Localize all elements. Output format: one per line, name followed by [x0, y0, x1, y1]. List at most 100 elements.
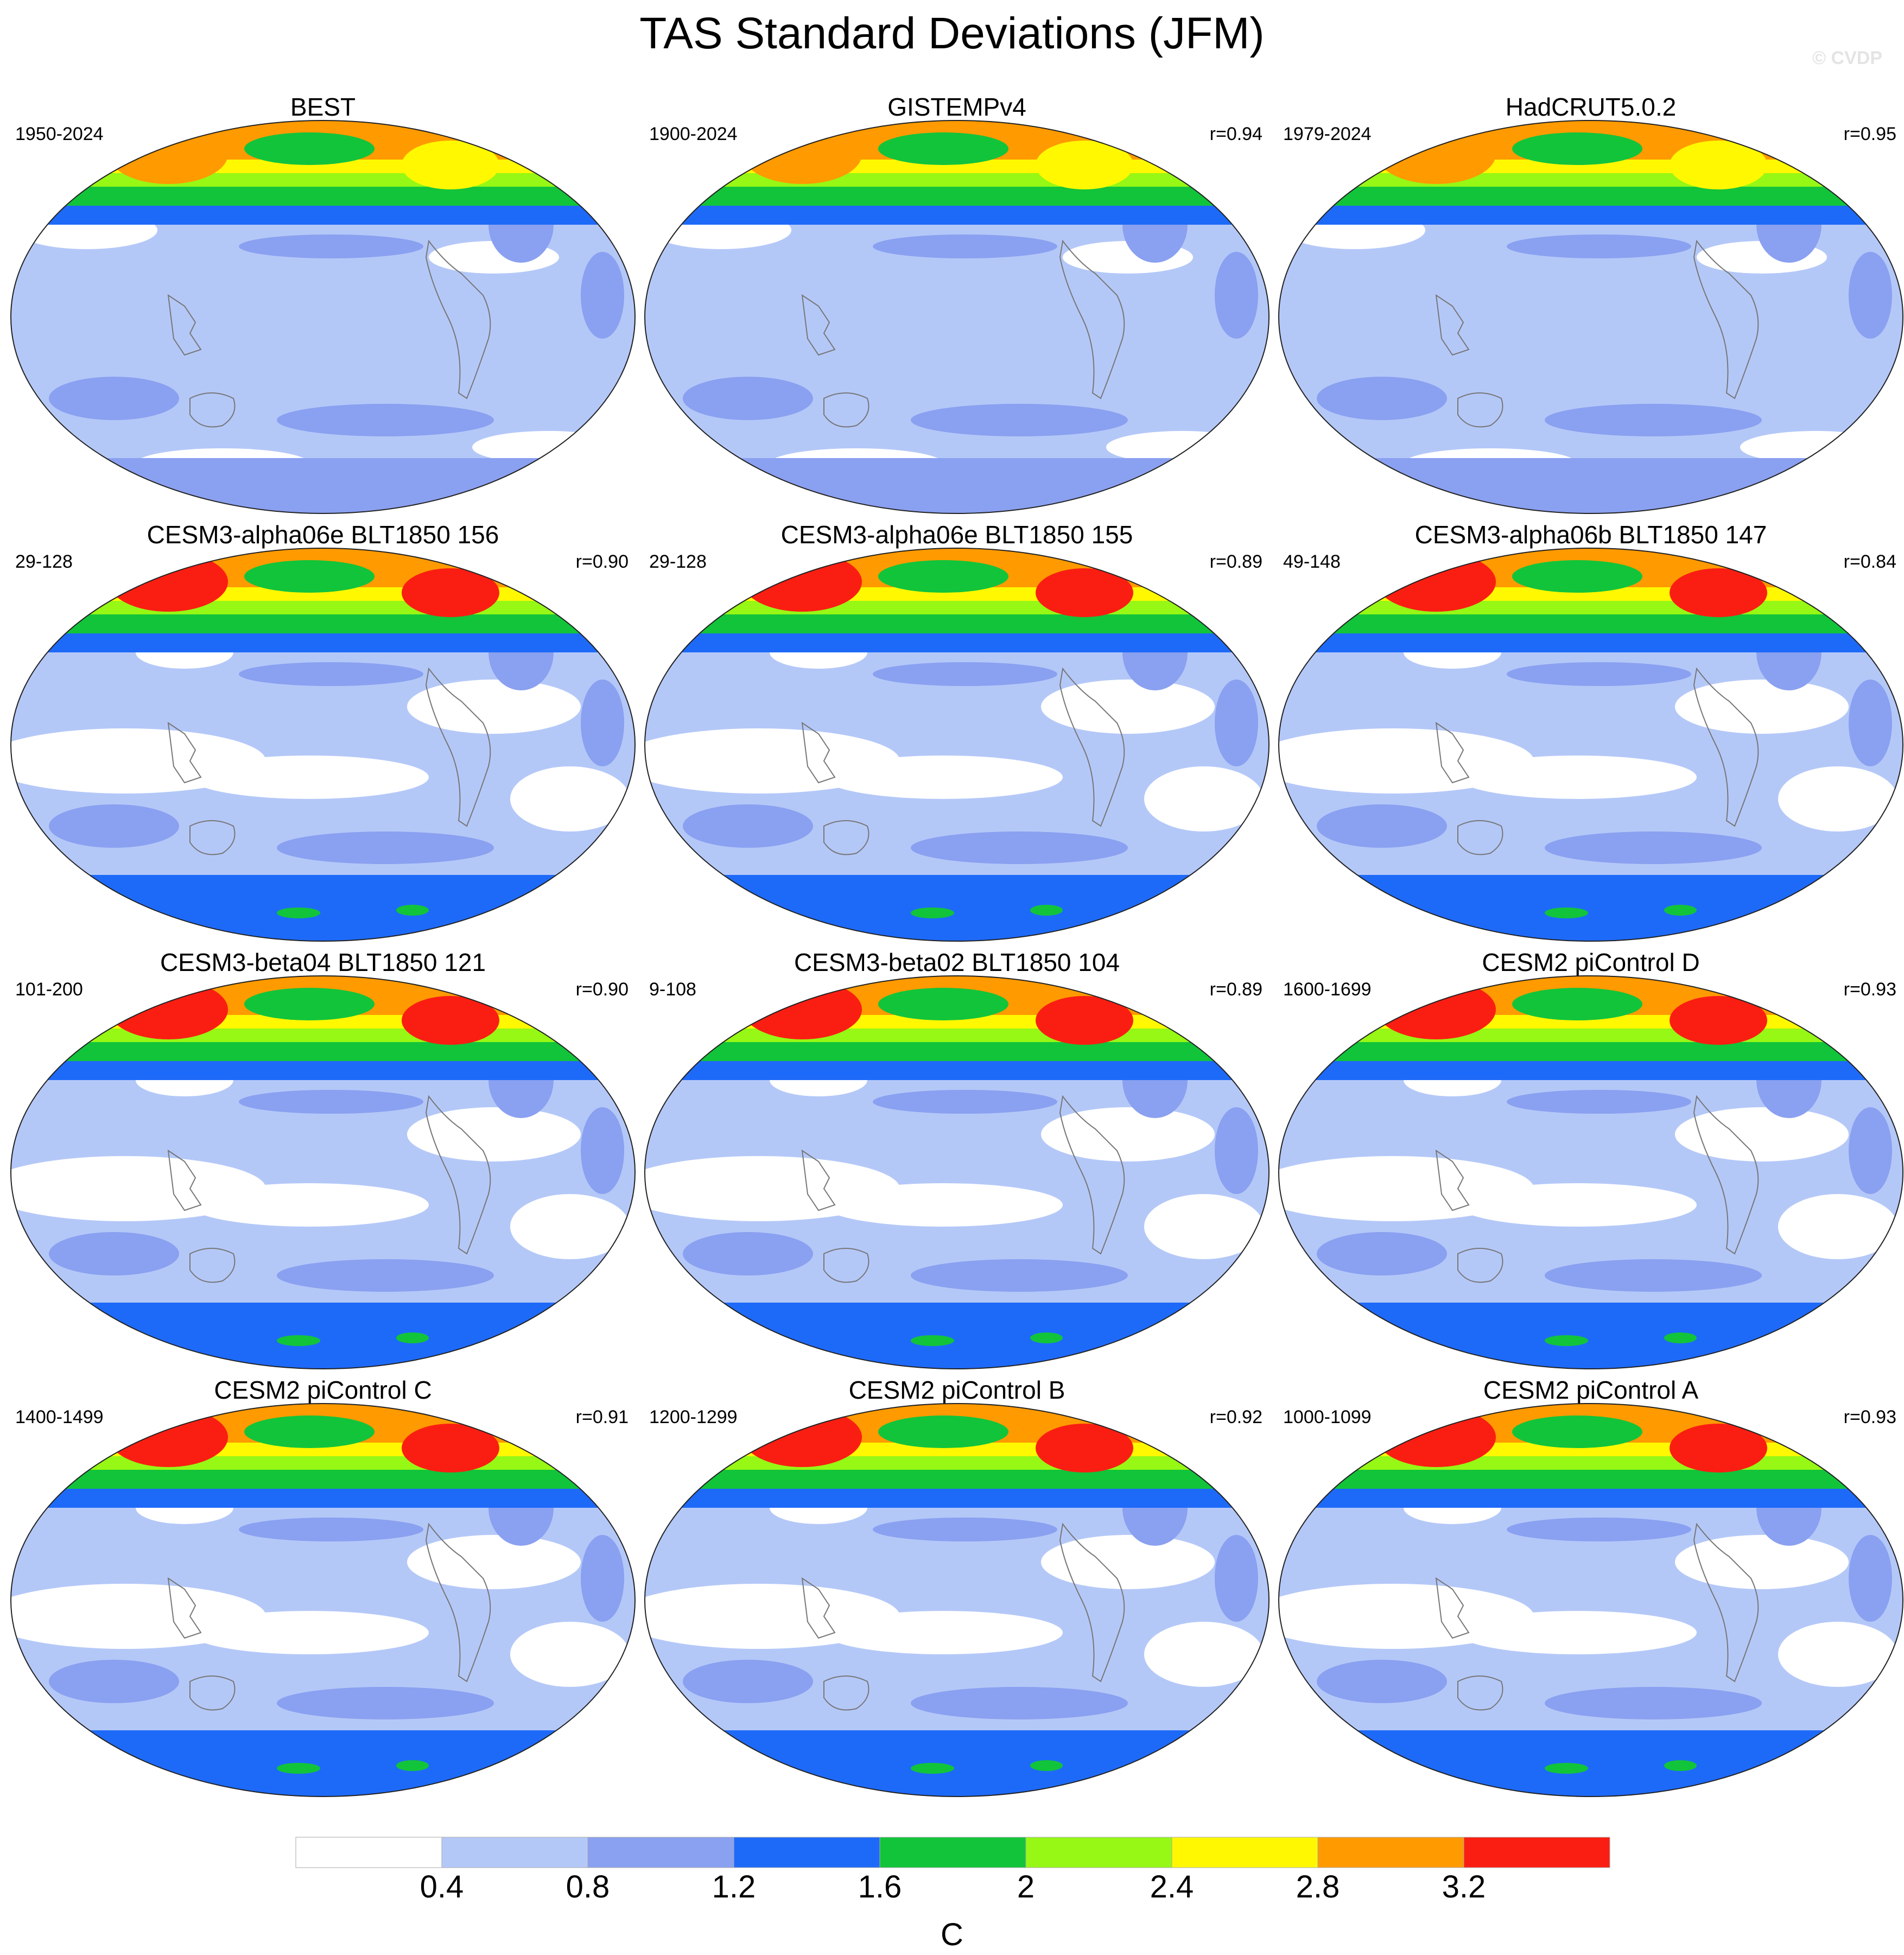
map-panel: CESM2 piControl C 1400-1499 r=0.91 — [5, 1375, 640, 1801]
coastline — [189, 1248, 236, 1283]
coastline — [167, 1149, 202, 1211]
colorbar-swatch — [587, 1837, 734, 1868]
panel-years: 1900-2024 — [649, 124, 738, 144]
colorbar-swatch — [1463, 1837, 1610, 1868]
coastline — [1693, 667, 1759, 827]
map-panel: CESM2 piControl D 1600-1699 r=0.93 — [1273, 948, 1904, 1374]
panel-title: CESM2 piControl B — [848, 1376, 1065, 1404]
low-variability-region — [1041, 1107, 1215, 1161]
global-map — [10, 1403, 636, 1797]
high-variability-region — [1670, 1424, 1767, 1472]
global-map — [1278, 1403, 1903, 1797]
global-map — [644, 975, 1270, 1369]
global-map — [10, 548, 636, 942]
arctic-region — [1512, 1416, 1642, 1448]
arctic-region — [878, 1416, 1008, 1448]
antarctic-patch — [911, 1335, 954, 1346]
arctic-region — [244, 988, 375, 1020]
arctic-region — [244, 560, 375, 593]
panel-correlation: r=0.93 — [1843, 979, 1896, 1000]
map-outline — [1278, 1403, 1903, 1797]
panel-years: 1000-1099 — [1283, 1407, 1372, 1427]
colorbar-tick-label: 0.4 — [420, 1869, 464, 1905]
map-outline — [1278, 120, 1903, 514]
low-variability-region — [1458, 1183, 1697, 1227]
panel-correlation: r=0.91 — [575, 1407, 629, 1427]
coastline — [801, 721, 836, 784]
moderate-variability-region — [1545, 1687, 1762, 1719]
coastline — [1693, 1095, 1759, 1255]
antarctic-patch — [911, 907, 954, 918]
antarctic-band — [645, 1303, 1269, 1369]
arctic-region — [1512, 560, 1642, 593]
moderate-variability-region — [239, 1518, 423, 1541]
moderate-variability-region — [683, 377, 813, 420]
coastline — [1059, 239, 1125, 399]
antarctic-patch — [911, 1763, 954, 1774]
antarctic-band — [1279, 1303, 1903, 1369]
moderate-variability-region — [49, 1232, 179, 1275]
map-field — [11, 1404, 635, 1797]
moderate-variability-region — [1545, 831, 1762, 864]
coastline — [1435, 1577, 1470, 1639]
moderate-variability-region — [1545, 1259, 1762, 1292]
map-panel: CESM3-alpha06e BLT1850 156 29-128 r=0.90 — [5, 520, 640, 946]
antarctic-band — [1279, 458, 1903, 513]
low-variability-region — [407, 1107, 581, 1161]
coastline — [167, 294, 202, 356]
coastline — [1435, 1149, 1470, 1211]
coastline — [1693, 239, 1759, 399]
colorbar-swatch — [1171, 1837, 1318, 1868]
colorbar-swatch — [733, 1837, 880, 1868]
moderate-variability-region — [683, 804, 813, 848]
map-field — [645, 1404, 1269, 1797]
panel-years: 29-128 — [15, 551, 73, 572]
coastline — [189, 820, 236, 855]
antarctic-patch — [1545, 907, 1588, 918]
coastline — [1059, 667, 1125, 827]
coastline — [425, 239, 491, 399]
low-variability-region — [1675, 680, 1849, 734]
map-outline — [10, 120, 636, 514]
antarctic-band — [645, 458, 1269, 513]
moderate-variability-region — [911, 404, 1128, 436]
low-variability-region — [407, 680, 581, 734]
colorbar-swatch — [1317, 1837, 1464, 1868]
map-panel: CESM2 piControl B 1200-1299 r=0.92 — [639, 1375, 1274, 1801]
arctic-region — [244, 132, 375, 165]
map-panel: CESM3-beta04 BLT1850 121 101-200 r=0.90 — [5, 948, 640, 1374]
panel-title: CESM3-beta02 BLT1850 104 — [794, 948, 1120, 976]
low-variability-region — [824, 1183, 1063, 1227]
panel-correlation: r=0.95 — [1843, 124, 1896, 144]
moderate-variability-region — [581, 252, 624, 339]
high-variability-region — [1036, 996, 1133, 1045]
low-variability-region — [824, 1611, 1063, 1654]
antarctic-band — [11, 875, 635, 941]
low-variability-region — [1144, 766, 1264, 831]
low-variability-region — [510, 1622, 630, 1687]
map-field — [11, 120, 635, 513]
panel-title: CESM3-beta04 BLT1850 121 — [160, 948, 486, 976]
panel-title: HadCRUT5.0.2 — [1505, 93, 1677, 121]
map-field — [645, 976, 1269, 1369]
panel-correlation: r=0.84 — [1843, 551, 1896, 572]
antarctic-patch — [1664, 905, 1697, 916]
moderate-variability-region — [1215, 252, 1258, 339]
coastline — [1059, 1095, 1125, 1255]
global-map — [1278, 548, 1903, 942]
panel-years: 9-108 — [649, 979, 696, 1000]
low-variability-region — [824, 756, 1063, 799]
high-variability-region — [1036, 568, 1133, 617]
colorbar-tick-label: 1.6 — [858, 1869, 902, 1905]
map-panel: BEST 1950-2024 — [5, 92, 640, 518]
moderate-variability-region — [873, 662, 1057, 686]
moderate-variability-region — [1545, 404, 1762, 436]
panel-correlation: r=0.94 — [1209, 124, 1262, 144]
arctic-region — [878, 988, 1008, 1020]
moderate-variability-region — [1317, 1232, 1447, 1275]
moderate-variability-region — [49, 804, 179, 848]
arctic-region — [1512, 988, 1642, 1020]
arctic-region — [878, 560, 1008, 593]
map-panel: CESM3-alpha06b BLT1850 147 49-148 r=0.84 — [1273, 520, 1904, 946]
moderate-variability-region — [49, 377, 179, 420]
